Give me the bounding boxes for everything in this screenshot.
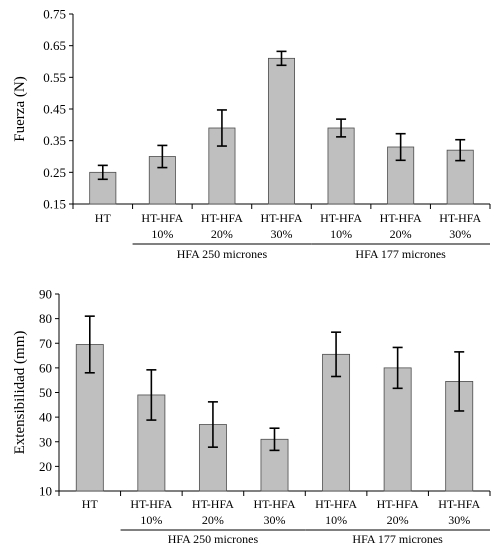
x-category-label: HT-HFA [380, 211, 422, 225]
group-label: HFA 250 micrones [168, 532, 259, 546]
x-category-label: HT-HFA [253, 497, 295, 511]
y-tick-label: 10 [39, 484, 52, 499]
y-tick-label: 30 [39, 434, 52, 449]
x-category-label: 30% [448, 513, 470, 527]
bar [327, 127, 355, 205]
x-category-label: HT-HFA [315, 497, 357, 511]
x-category-label: 20% [390, 227, 412, 241]
y-tick-label: 20 [39, 459, 52, 474]
x-category-label: 10% [330, 227, 352, 241]
y-tick-label: 0.75 [43, 7, 66, 22]
x-category-label: 10% [325, 513, 347, 527]
y-tick-label: 0.35 [43, 133, 66, 148]
y-tick-label: 70 [39, 336, 52, 351]
group-label: HFA 250 micrones [177, 247, 268, 261]
y-tick-label: 60 [39, 360, 52, 375]
x-category-label: 30% [271, 227, 293, 241]
x-category-label: HT-HFA [192, 497, 234, 511]
extensibilidad-chart: 10 20 30 40 50 60 70 80 90 Extensibilidad (mm) HT H… [12, 287, 491, 546]
y-axis-title: Extensibilidad (mm) [12, 331, 28, 455]
x-category-label: 10% [151, 227, 173, 241]
x-category-label: HT-HFA [439, 211, 481, 225]
x-category-label: 10% [140, 513, 162, 527]
y-tick-label: 0.15 [43, 197, 66, 212]
bar [322, 353, 351, 492]
x-category-label: 20% [211, 227, 233, 241]
y-tick-label: 0.55 [43, 70, 66, 85]
x-category-label: HT [82, 497, 99, 511]
y-tick-label: 0.65 [43, 38, 66, 53]
y-tick-label: 0.25 [43, 165, 66, 180]
x-category-label: HT-HFA [141, 211, 183, 225]
x-category-label: HT-HFA [377, 497, 419, 511]
x-category-label: 20% [202, 513, 224, 527]
x-category-label: HT-HFA [438, 497, 480, 511]
y-tick-label: 50 [39, 385, 52, 400]
x-category-label: 30% [449, 227, 471, 241]
x-category-label: HT-HFA [260, 211, 302, 225]
group-label: HFA 177 micrones [352, 532, 443, 546]
bar [267, 57, 296, 205]
y-axis-title: Fuerza (N) [12, 76, 28, 141]
group-label: HFA 177 micrones [355, 247, 446, 261]
x-category-label: 20% [387, 513, 409, 527]
y-tick-label: 80 [39, 311, 52, 326]
y-tick-label: 40 [39, 410, 52, 425]
y-tick-label: 90 [39, 287, 52, 302]
fuerza-chart: 0.15 0.25 0.35 0.45 0.55 0.65 0.75 Fuerza (N) HT… [12, 7, 491, 261]
x-category-label: HT [95, 211, 112, 225]
x-category-label: 30% [264, 513, 286, 527]
x-category-label: HT-HFA [320, 211, 362, 225]
x-category-label: HT-HFA [130, 497, 172, 511]
x-category-label: HT-HFA [201, 211, 243, 225]
y-tick-label: 0.45 [43, 102, 66, 117]
